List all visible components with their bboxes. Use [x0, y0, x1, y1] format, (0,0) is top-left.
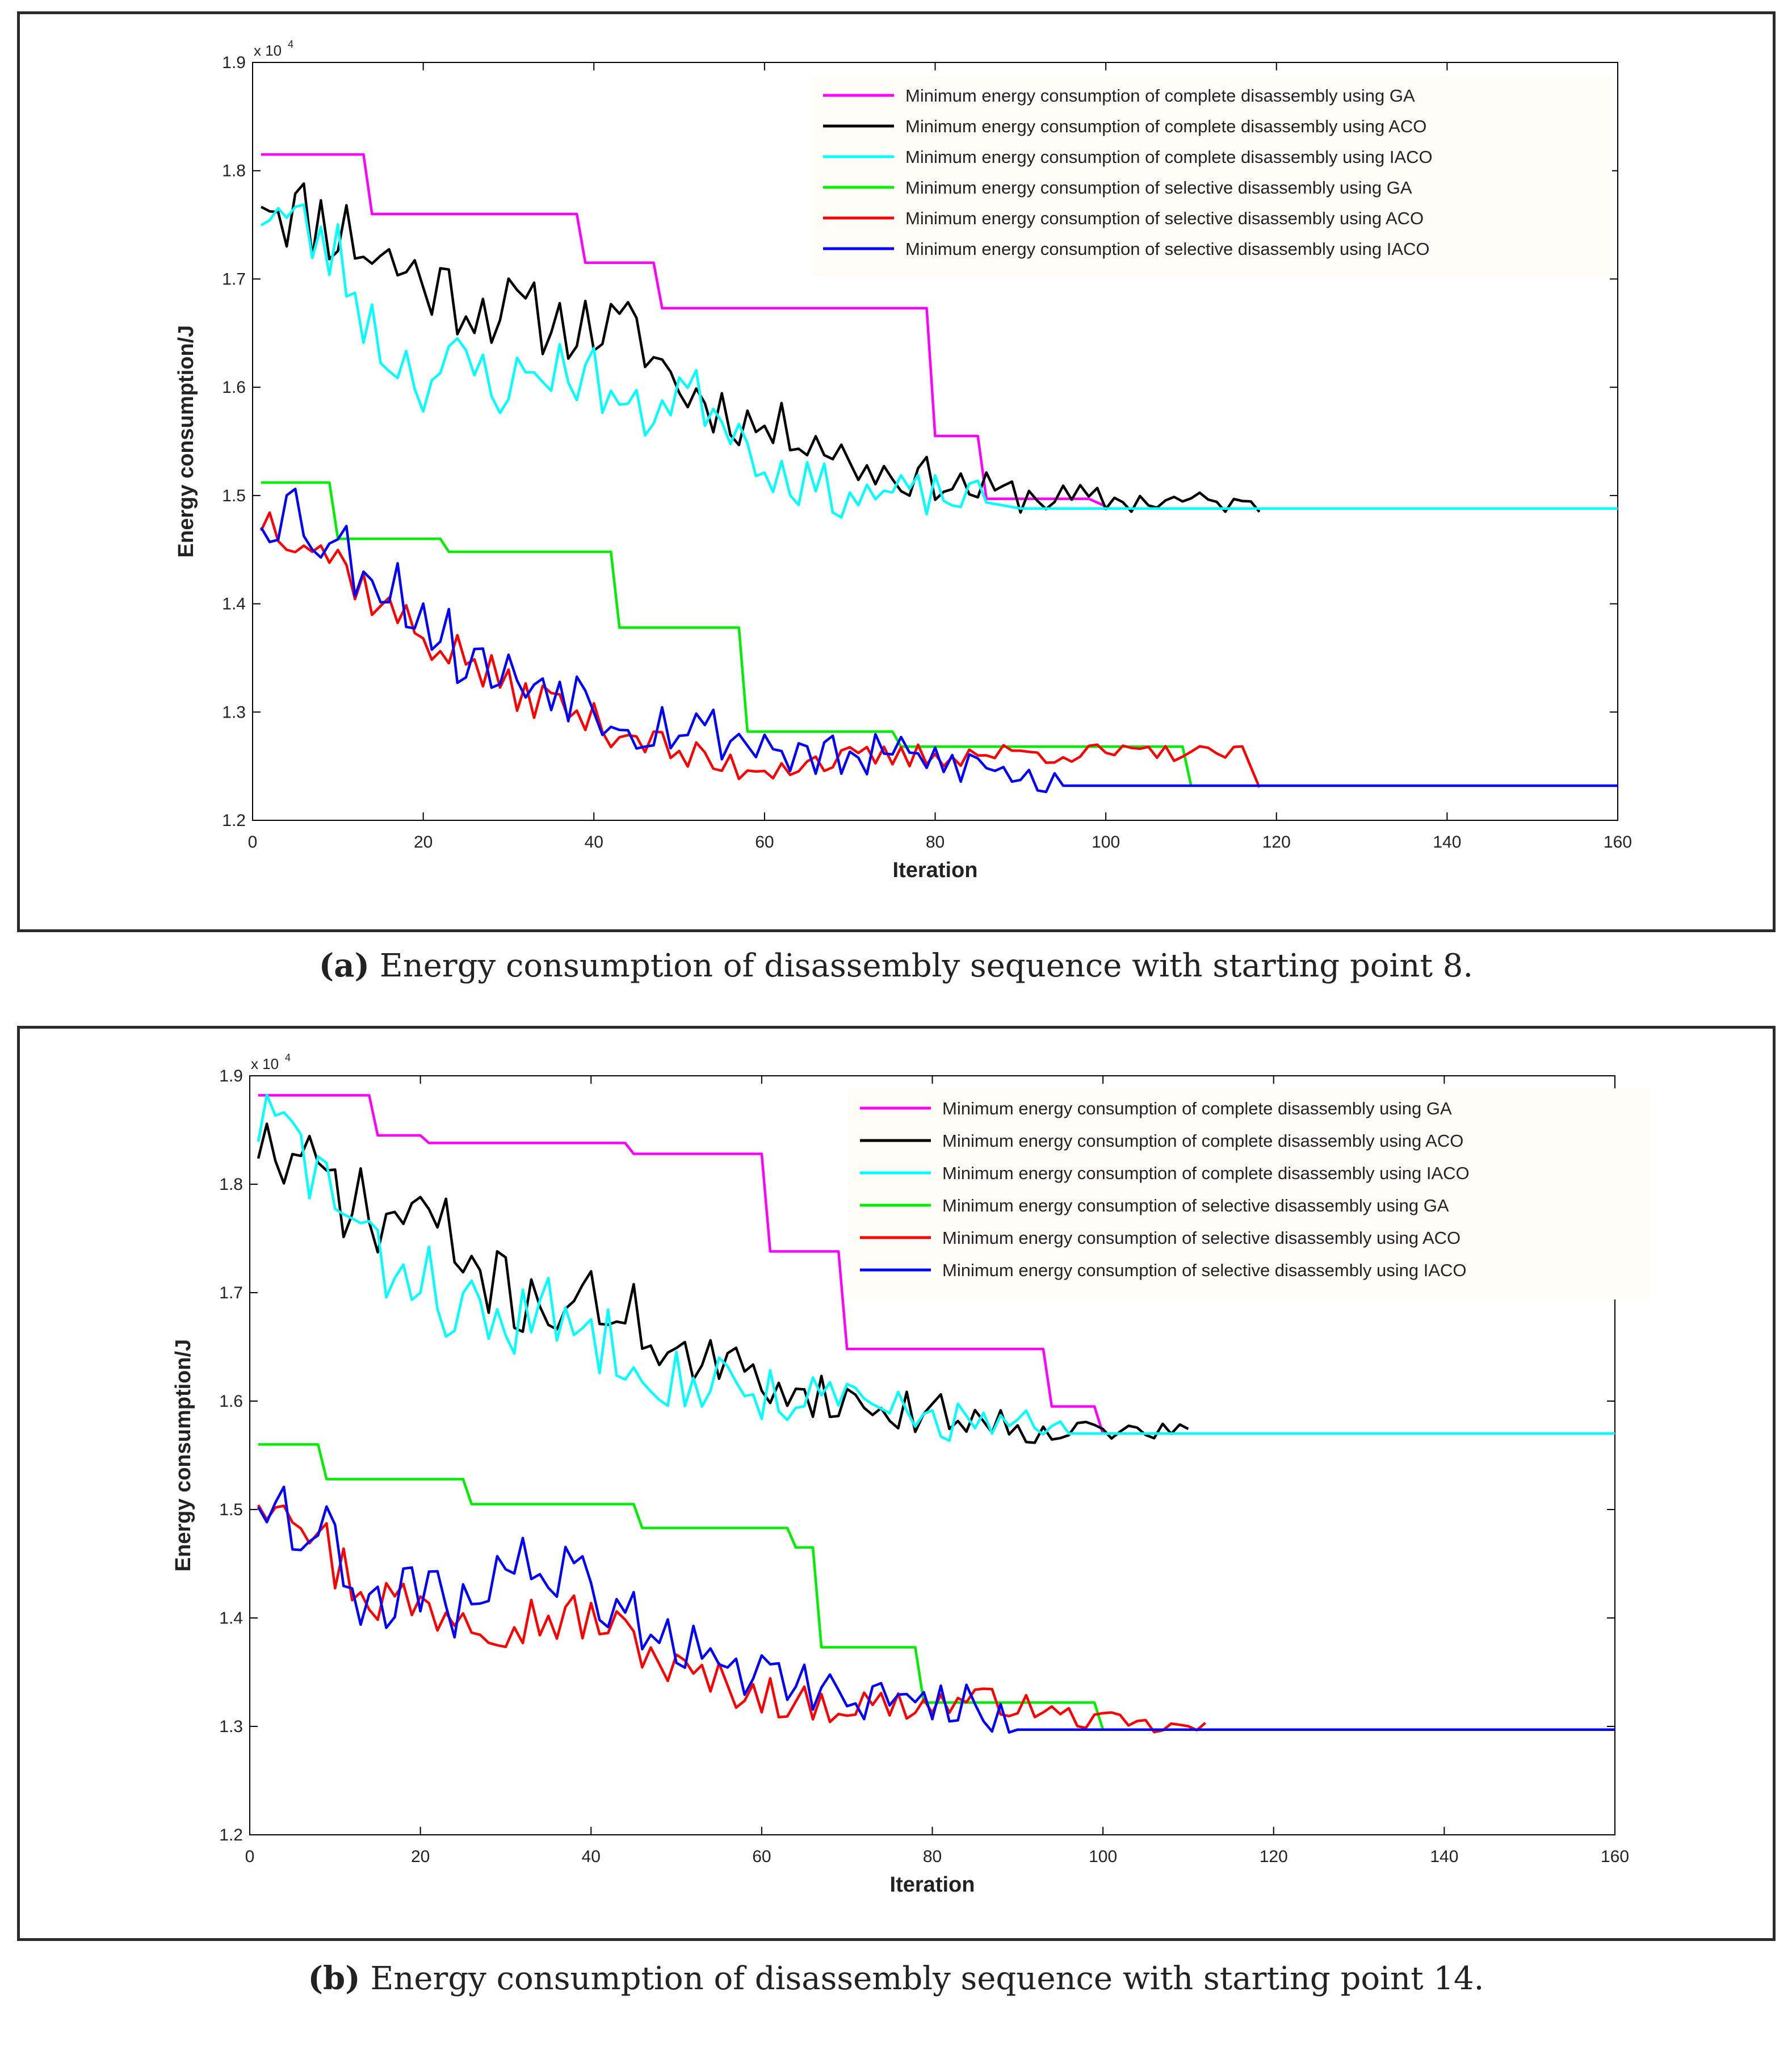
series-line-1 [261, 153, 1107, 508]
y-tick-label: 1.4 [219, 1609, 243, 1628]
x-tick-label: 80 [923, 1847, 942, 1866]
y-tick-label: 1.3 [219, 1717, 243, 1736]
caption-b-text: Energy consumption of disassembly sequen… [360, 1960, 1484, 1997]
x-axis-label: Iteration [893, 858, 978, 882]
legend-label-5: Minimum energy consumption of selective … [942, 1228, 1461, 1248]
x-tick-label: 120 [1260, 1847, 1288, 1866]
y-tick-label: 1.4 [222, 595, 246, 614]
x-tick-label: 80 [926, 833, 945, 852]
chart-a: 0 20 40 60 80 100 120 140 160 1.2 1.3 1.4 1.5 1.6 1.7 1… [174, 39, 1632, 882]
x-tick-label: 20 [411, 1847, 430, 1866]
x-tick-label: 40 [582, 1847, 601, 1866]
y-tick-label: 1.2 [219, 1826, 243, 1844]
caption-b: (b) Energy consumption of disassembly se… [0, 1960, 1792, 1997]
y-tick-label: 1.2 [222, 811, 246, 830]
x-tick-label: 20 [414, 833, 433, 852]
x-tick-label: 100 [1092, 833, 1120, 852]
legend-label-1: Minimum energy consumption of complete d… [942, 1099, 1452, 1118]
legend-box [849, 1088, 1649, 1299]
axis-multiplier: x 10 [251, 1055, 279, 1072]
y-tick-label: 1.6 [222, 378, 246, 397]
x-tick-label: 140 [1430, 1847, 1458, 1866]
caption-a-label: (a) [318, 947, 370, 984]
legend-label-2: Minimum energy consumption of complete d… [905, 116, 1426, 136]
series-line-4 [258, 1443, 1105, 1730]
legend-label-1: Minimum energy consumption of complete d… [905, 86, 1415, 106]
y-tick-label: 1.7 [222, 270, 246, 288]
series-line-6 [257, 1485, 1615, 1734]
y-tick-label: 1.8 [219, 1175, 243, 1194]
series-line-6 [260, 487, 1618, 794]
x-tick-label: 40 [585, 833, 603, 852]
legend-label-6: Minimum energy consumption of selective … [905, 239, 1430, 259]
y-tick-label: 1.9 [222, 53, 246, 72]
y-tick-label: 1.9 [219, 1067, 243, 1085]
axis-multiplier: x 10 [254, 42, 282, 59]
x-tick-label: 60 [755, 833, 774, 852]
legend-label-3: Minimum energy consumption of complete d… [942, 1163, 1470, 1183]
legend-label-4: Minimum energy consumption of selective … [905, 178, 1412, 198]
x-tick-label: 0 [245, 1847, 255, 1866]
x-tick-label: 100 [1089, 1847, 1117, 1866]
series-line-5 [259, 511, 1261, 788]
legend-label-6: Minimum energy consumption of selective … [942, 1260, 1467, 1280]
series-group [257, 1093, 1615, 1734]
chart-b: 0 20 40 60 80 100 120 140 160 1.2 1.3 1.4 1.5 1.6 1.7 1… [171, 1052, 1649, 1897]
series-line-5 [257, 1504, 1206, 1734]
y-tick-label: 1.3 [222, 703, 246, 722]
x-tick-label: 120 [1262, 833, 1291, 852]
series-line-3 [260, 203, 1618, 519]
legend-label-3: Minimum energy consumption of complete d… [905, 147, 1433, 167]
y-axis-label: Energy consumption/J [171, 1339, 195, 1572]
x-tick-label: 160 [1601, 1847, 1629, 1866]
x-tick-label: 60 [752, 1847, 771, 1866]
x-tick-label: 160 [1604, 833, 1632, 852]
caption-a: (a) Energy consumption of disassembly se… [0, 947, 1792, 984]
series-group [259, 153, 1618, 794]
y-tick-label: 1.5 [222, 487, 246, 505]
x-tick-label: 0 [248, 833, 258, 852]
y-tick-label: 1.8 [222, 162, 246, 181]
y-axis-label: Energy consumption/J [174, 325, 198, 558]
series-line-1 [258, 1094, 1105, 1434]
legend-label-2: Minimum energy consumption of complete d… [942, 1131, 1463, 1151]
y-tick-label: 1.5 [219, 1500, 243, 1519]
y-tick-label: 1.6 [219, 1392, 243, 1411]
legend-box [812, 76, 1612, 276]
chart-panel-a: 0 20 40 60 80 100 120 140 160 1.2 1.3 1.4 1.5 1.6 1.7 1… [17, 11, 1776, 932]
chart-panel-b: 0 20 40 60 80 100 120 140 160 1.2 1.3 1.4 1.5 1.6 1.7 1… [17, 1026, 1776, 1941]
axis-multiplier-exponent: 4 [285, 1052, 291, 1063]
x-tick-label: 140 [1433, 833, 1461, 852]
x-axis-label: Iteration [890, 1873, 975, 1897]
caption-b-label: (b) [308, 1960, 360, 1997]
axis-multiplier-exponent: 4 [288, 39, 293, 50]
legend-label-4: Minimum energy consumption of selective … [942, 1196, 1449, 1215]
y-tick-label: 1.7 [219, 1284, 243, 1302]
caption-a-text: Energy consumption of disassembly sequen… [370, 947, 1474, 984]
legend-label-5: Minimum energy consumption of selective … [905, 208, 1424, 228]
series-line-2 [260, 182, 1261, 514]
series-line-2 [257, 1122, 1189, 1444]
series-line-3 [257, 1093, 1615, 1443]
